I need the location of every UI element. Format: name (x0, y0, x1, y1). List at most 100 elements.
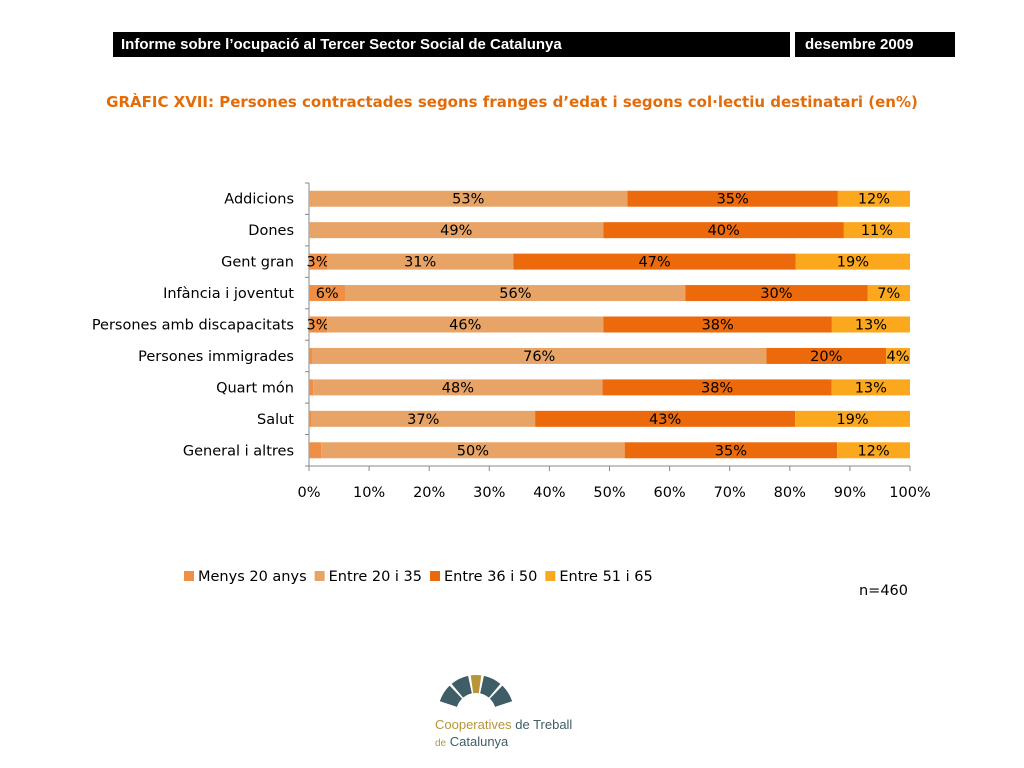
data-label: 35% (717, 192, 749, 208)
x-tick-label: 90% (834, 485, 866, 501)
logo-line2: de Catalunya (435, 734, 509, 749)
data-label: 19% (836, 412, 868, 428)
x-tick-label: 0% (297, 485, 320, 501)
data-label: 35% (715, 443, 747, 459)
x-tick-label: 20% (413, 485, 445, 501)
bar-segment (311, 410, 536, 427)
data-label: 11% (861, 223, 893, 239)
x-tick-label: 30% (473, 485, 505, 501)
logo-line1: Cooperatives de Treball (435, 717, 572, 732)
data-label: 30% (760, 286, 792, 302)
bar-segment (837, 442, 910, 459)
x-tick-label: 80% (774, 485, 806, 501)
logo-arc-segment (451, 675, 472, 698)
data-label: 38% (702, 318, 734, 334)
x-tick-label: 70% (714, 485, 746, 501)
bar-segment (513, 253, 796, 270)
bar-segment (309, 190, 628, 207)
bar-segment (603, 222, 844, 239)
bar-segment (321, 442, 625, 459)
x-tick-label: 100% (889, 485, 930, 501)
logo-word-de-treball: de Treball (515, 717, 572, 732)
data-label: 43% (649, 412, 681, 428)
category-label: Salut (257, 412, 294, 428)
data-label: 53% (452, 192, 484, 208)
bar-segment (795, 253, 910, 270)
data-label: 19% (837, 255, 869, 271)
data-label: 3% (307, 318, 330, 334)
legend-swatch (184, 571, 194, 581)
legend-swatch (430, 571, 440, 581)
logo-arcs-icon (439, 675, 513, 707)
bar-segment (886, 347, 910, 364)
data-label: 40% (708, 223, 740, 239)
data-label: 13% (855, 380, 887, 396)
bar-segment (327, 316, 604, 333)
legend-label: Menys 20 anys (198, 569, 307, 585)
cooperatives-logo: Cooperatives de Treball de Catalunya (435, 675, 572, 749)
data-label: 76% (523, 349, 555, 365)
bar-segment (867, 285, 910, 302)
data-label: 12% (857, 443, 889, 459)
data-label: 49% (440, 223, 472, 239)
data-label: 38% (701, 380, 733, 396)
legend-label: Entre 36 i 50 (444, 569, 537, 585)
bar-segment (837, 190, 910, 207)
category-label: Quart món (216, 380, 294, 396)
data-label: 50% (457, 443, 489, 459)
data-label: 3% (307, 255, 330, 271)
bar-segment (831, 316, 910, 333)
bar-segment (624, 442, 838, 459)
data-label: 20% (810, 349, 842, 365)
sample-size-note: n=460 (859, 583, 908, 599)
category-label: Infància i joventut (163, 286, 294, 302)
bar-segment (311, 347, 767, 364)
bar-segment (309, 285, 346, 302)
bar-segment (795, 410, 910, 427)
logo-arc-segment (480, 675, 501, 698)
logo-arc-segment (470, 675, 482, 694)
data-label: 4% (887, 349, 910, 365)
category-label: Addicions (224, 192, 294, 208)
x-tick-label: 10% (353, 485, 385, 501)
data-label: 47% (638, 255, 670, 271)
category-label: Persones immigrades (138, 349, 294, 365)
bar-segment (313, 379, 603, 396)
data-label: 13% (855, 318, 887, 334)
bar-segment (309, 347, 312, 364)
category-label: Dones (248, 223, 294, 239)
logo-arc-segment (439, 685, 463, 707)
bar-segment (309, 379, 314, 396)
bar-segment (603, 316, 832, 333)
x-tick-label: 40% (533, 485, 565, 501)
chart-title: GRÀFIC XVII: Persones contractades segon… (106, 93, 918, 111)
bar-segment (843, 222, 910, 239)
bar-segment (766, 347, 887, 364)
x-tick-label: 50% (593, 485, 625, 501)
report-title-bar: Informe sobre l’ocupació al Tercer Secto… (113, 32, 790, 57)
data-label: 46% (449, 318, 481, 334)
bar-segment (327, 253, 514, 270)
data-label: 48% (442, 380, 474, 396)
logo-word-catalunya: Catalunya (450, 734, 509, 749)
bar-segment (602, 379, 832, 396)
category-label: Gent gran (221, 255, 294, 271)
bar-segment (627, 190, 838, 207)
legend-label: Entre 51 i 65 (559, 569, 652, 585)
bar-segment (309, 442, 322, 459)
logo-word-de: de (435, 738, 447, 749)
data-label: 31% (404, 255, 436, 271)
bar-segment (831, 379, 910, 396)
bar-segment (309, 222, 604, 239)
legend-label: Entre 20 i 35 (329, 569, 422, 585)
legend-swatch (545, 571, 556, 581)
data-label: 7% (877, 286, 900, 302)
bar-segment (309, 316, 328, 333)
bar-segment (345, 285, 686, 302)
data-label: 56% (499, 286, 531, 302)
bar-segment (309, 410, 312, 427)
data-label: 6% (316, 286, 339, 302)
data-label: 12% (858, 192, 890, 208)
bar-segment (685, 285, 868, 302)
category-label: General i altres (183, 443, 294, 459)
